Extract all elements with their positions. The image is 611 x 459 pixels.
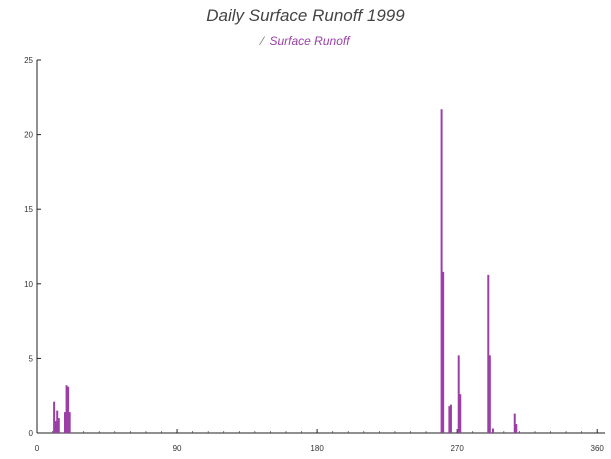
y-tick-label: 25	[24, 56, 33, 65]
chart-title: Daily Surface Runoff 1999	[206, 6, 405, 25]
legend-label: Surface Runoff	[269, 34, 350, 48]
y-tick-label: 5	[29, 354, 34, 363]
legend: ⁄ Surface Runoff	[0, 34, 611, 48]
y-tick-label: 20	[24, 131, 33, 140]
x-tick-label: 360	[591, 444, 605, 453]
x-tick-label: 0	[35, 444, 40, 453]
y-tick-label: 10	[24, 280, 33, 289]
x-tick-label: 90	[173, 444, 182, 453]
y-tick-label: 15	[24, 205, 33, 214]
y-tick-label: 0	[29, 429, 34, 438]
y-axis: 0 5 10 15 20 25	[24, 56, 41, 438]
legend-line-icon: ⁄	[261, 34, 264, 48]
x-tick-label: 180	[310, 444, 324, 453]
x-tick-label: 270	[450, 444, 464, 453]
x-axis: 0 90 180 270 360	[35, 429, 605, 453]
data-bars	[53, 109, 518, 433]
